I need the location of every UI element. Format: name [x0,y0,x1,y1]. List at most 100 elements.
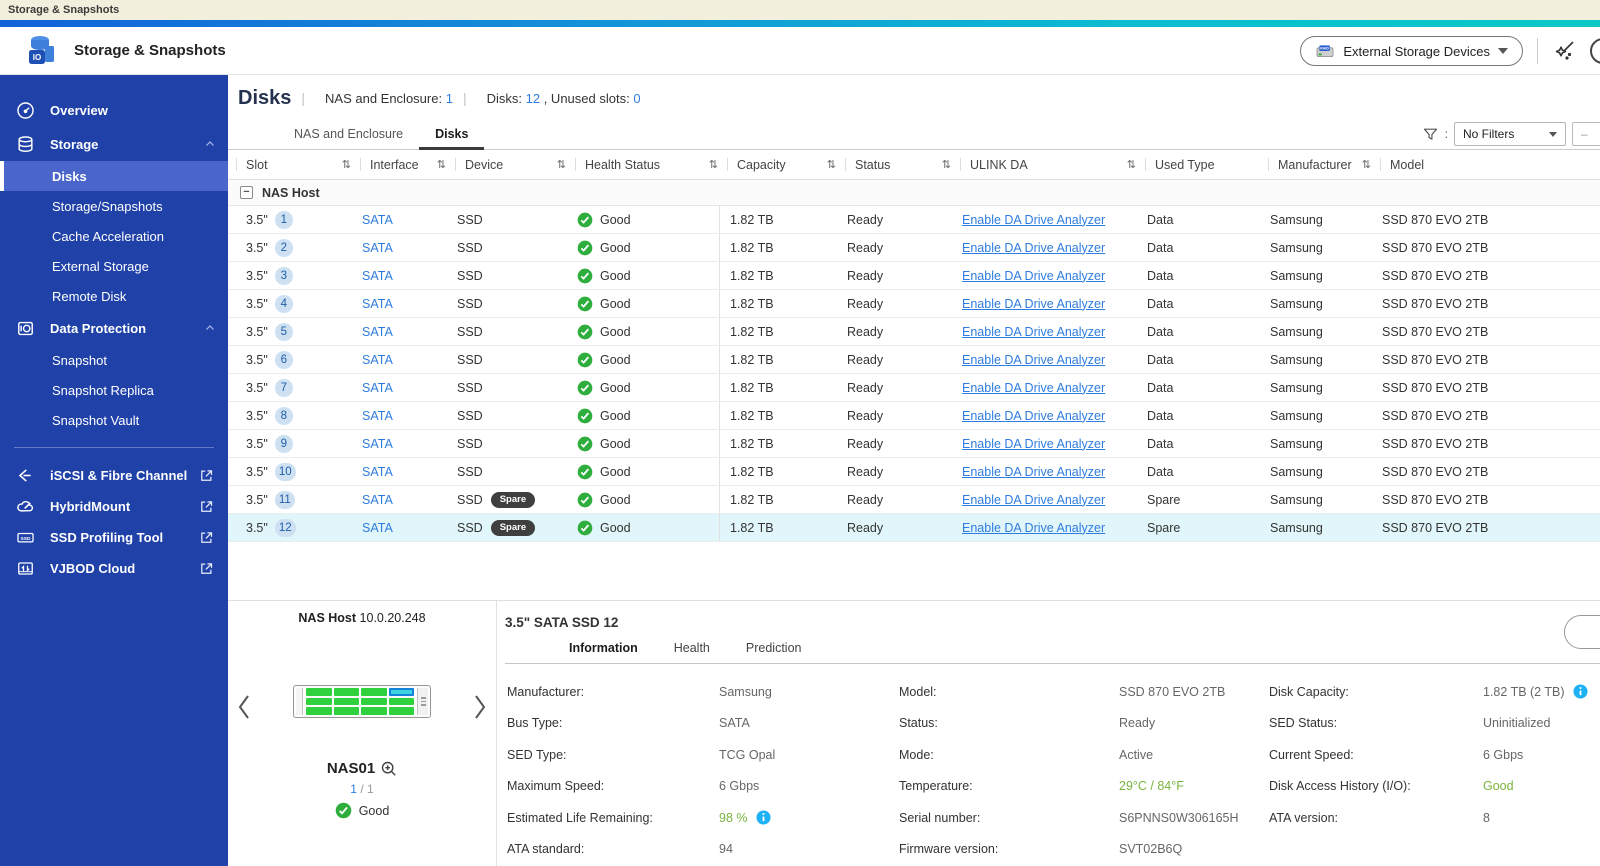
info-icon[interactable] [1573,684,1588,699]
wizard-wand-icon[interactable] [1552,39,1576,63]
tab-nas-and-enclosure[interactable]: NAS and Enclosure [278,127,419,150]
drive-bay[interactable] [306,698,332,706]
column-header-status[interactable]: Status⇅ [845,150,960,179]
enable-da-link[interactable]: Enable DA Drive Analyzer [962,269,1105,283]
drive-bay[interactable] [361,698,387,706]
disk-row[interactable]: 3.5"8SATASSDGood1.82 TBReadyEnable DA Dr… [228,402,1600,430]
sidebar-item-data-protection[interactable]: Data Protection [0,311,228,345]
enclosure-prev-button[interactable] [236,693,252,721]
collapse-group-icon[interactable]: − [240,186,253,199]
enable-da-link[interactable]: Enable DA Drive Analyzer [962,325,1105,339]
drive-bay[interactable] [361,688,387,696]
enclosure-next-button[interactable] [472,693,488,721]
detail-action-button-partial[interactable] [1564,615,1600,649]
sort-icon[interactable]: ⇅ [557,158,575,171]
zoom-in-icon[interactable] [381,761,397,777]
enable-da-link[interactable]: Enable DA Drive Analyzer [962,213,1105,227]
enable-da-link[interactable]: Enable DA Drive Analyzer [962,437,1105,451]
column-header-capacity[interactable]: Capacity⇅ [727,150,845,179]
disk-row[interactable]: 3.5"1SATASSDGood1.82 TBReadyEnable DA Dr… [228,206,1600,234]
drive-bay[interactable] [334,698,360,706]
drive-bay[interactable] [389,707,415,715]
info-icon[interactable] [756,810,771,825]
sort-icon[interactable]: ⇅ [1362,158,1380,171]
enable-da-link[interactable]: Enable DA Drive Analyzer [962,381,1105,395]
nas-enclosure-graphic[interactable] [293,685,431,718]
interface-link[interactable]: SATA [362,521,393,535]
sidebar-item-snapshot-replica[interactable]: Snapshot Replica [0,375,228,405]
sidebar-item-hybridmount[interactable]: HybridMount [0,491,228,522]
disk-row[interactable]: 3.5"4SATASSDGood1.82 TBReadyEnable DA Dr… [228,290,1600,318]
more-filters-button-partial[interactable]: – [1572,122,1600,146]
column-header-used-type[interactable]: Used Type [1145,150,1268,179]
column-header-device[interactable]: Device⇅ [455,150,575,179]
column-header-model[interactable]: Model [1380,150,1600,179]
drive-bay[interactable] [334,707,360,715]
sidebar-item-storage[interactable]: Storage [0,127,228,161]
disk-row[interactable]: 3.5"6SATASSDGood1.82 TBReadyEnable DA Dr… [228,346,1600,374]
chevron-up-icon[interactable] [204,322,216,334]
interface-link[interactable]: SATA [362,297,393,311]
drive-bay-selected[interactable] [389,688,415,696]
sidebar-item-cache-acceleration[interactable]: Cache Acceleration [0,221,228,251]
sidebar-item-snapshot[interactable]: Snapshot [0,345,228,375]
drive-bay[interactable] [334,688,360,696]
external-storage-devices-button[interactable]: RAID External Storage Devices [1300,36,1523,66]
interface-link[interactable]: SATA [362,465,393,479]
interface-link[interactable]: SATA [362,381,393,395]
interface-link[interactable]: SATA [362,409,393,423]
sort-icon[interactable]: ⇅ [942,158,960,171]
interface-link[interactable]: SATA [362,241,393,255]
disk-row[interactable]: 3.5"12SATASSDSpareGood1.82 TBReadyEnable… [228,514,1600,542]
column-header-ulink-da[interactable]: ULINK DA⇅ [960,150,1145,179]
tab-disks[interactable]: Disks [419,127,484,150]
enable-da-link[interactable]: Enable DA Drive Analyzer [962,353,1105,367]
disk-row[interactable]: 3.5"5SATASSDGood1.82 TBReadyEnable DA Dr… [228,318,1600,346]
sort-icon[interactable]: ⇅ [342,158,360,171]
sidebar-item-ssd-profiling-tool[interactable]: SSDSSD Profiling Tool [0,522,228,553]
drive-bay[interactable] [306,688,332,696]
sidebar-item-storage-snapshots[interactable]: Storage/Snapshots [0,191,228,221]
disk-row[interactable]: 3.5"9SATASSDGood1.82 TBReadyEnable DA Dr… [228,430,1600,458]
column-header-interface[interactable]: Interface⇅ [360,150,455,179]
disk-row[interactable]: 3.5"3SATASSDGood1.82 TBReadyEnable DA Dr… [228,262,1600,290]
interface-link[interactable]: SATA [362,269,393,283]
column-header-manufacturer[interactable]: Manufacturer⇅ [1268,150,1380,179]
sort-icon[interactable]: ⇅ [1127,158,1145,171]
column-header-health-status[interactable]: Health Status⇅ [575,150,727,179]
enable-da-link[interactable]: Enable DA Drive Analyzer [962,521,1105,535]
enable-da-link[interactable]: Enable DA Drive Analyzer [962,241,1105,255]
chevron-up-icon[interactable] [204,138,216,150]
detail-tab-information[interactable]: Information [551,641,656,663]
interface-link[interactable]: SATA [362,437,393,451]
sidebar-item-external-storage[interactable]: External Storage [0,251,228,281]
disk-row[interactable]: 3.5"2SATASSDGood1.82 TBReadyEnable DA Dr… [228,234,1600,262]
interface-link[interactable]: SATA [362,213,393,227]
sidebar-item-disks[interactable]: Disks [0,161,228,191]
enable-da-link[interactable]: Enable DA Drive Analyzer [962,297,1105,311]
help-icon[interactable] [1590,38,1600,64]
detail-tab-prediction[interactable]: Prediction [728,641,820,663]
disk-row[interactable]: 3.5"7SATASSDGood1.82 TBReadyEnable DA Dr… [228,374,1600,402]
drive-bay[interactable] [389,698,415,706]
interface-link[interactable]: SATA [362,325,393,339]
sort-icon[interactable]: ⇅ [709,158,727,171]
sort-icon[interactable]: ⇅ [437,158,455,171]
enable-da-link[interactable]: Enable DA Drive Analyzer [962,465,1105,479]
enable-da-link[interactable]: Enable DA Drive Analyzer [962,493,1105,507]
enable-da-link[interactable]: Enable DA Drive Analyzer [962,409,1105,423]
disk-row[interactable]: 3.5"11SATASSDSpareGood1.82 TBReadyEnable… [228,486,1600,514]
drive-bay[interactable] [306,707,332,715]
column-header-slot[interactable]: Slot⇅ [236,150,360,179]
sort-icon[interactable]: ⇅ [827,158,845,171]
filter-dropdown[interactable]: No Filters [1454,122,1566,146]
disk-row[interactable]: 3.5"10SATASSDGood1.82 TBReadyEnable DA D… [228,458,1600,486]
sidebar-item-iscsi-fibre-channel[interactable]: iSCSI & Fibre Channel [0,460,228,491]
sidebar-item-remote-disk[interactable]: Remote Disk [0,281,228,311]
interface-link[interactable]: SATA [362,493,393,507]
sidebar-item-snapshot-vault[interactable]: Snapshot Vault [0,405,228,435]
filter-funnel-icon[interactable] [1422,126,1439,143]
drive-bay[interactable] [361,707,387,715]
sidebar-item-vjbod-cloud[interactable]: VJBOD Cloud [0,553,228,584]
interface-link[interactable]: SATA [362,353,393,367]
